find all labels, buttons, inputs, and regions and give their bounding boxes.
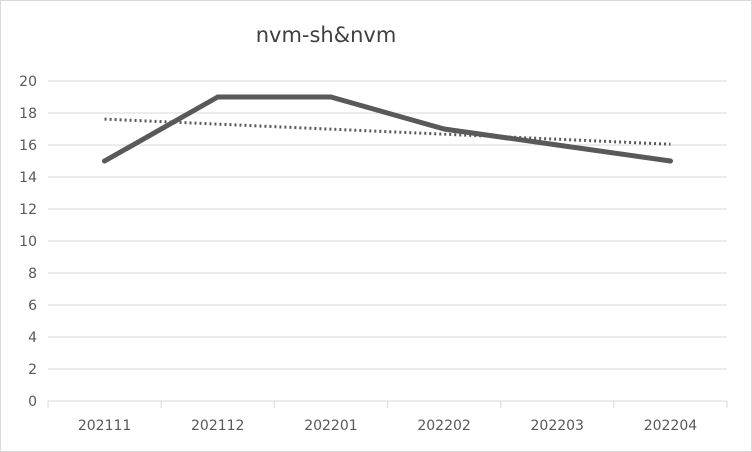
data-point — [554, 142, 560, 148]
data-point — [102, 158, 108, 164]
y-tick-label: 16 — [19, 138, 37, 154]
chart-title: nvm-sh&nvm — [255, 23, 397, 47]
data-point — [441, 126, 447, 132]
data-point — [328, 94, 334, 100]
y-tick-label: 20 — [19, 74, 37, 90]
trendline — [104, 117, 671, 146]
data-point — [667, 158, 673, 164]
y-tick-label: 0 — [28, 394, 37, 410]
x-tick-label: 202111 — [78, 418, 131, 434]
x-tick-label: 202202 — [417, 418, 470, 434]
x-tick-label: 202203 — [531, 418, 584, 434]
x-tick-label: 202204 — [644, 418, 698, 434]
y-tick-label: 8 — [28, 266, 37, 282]
y-tick-label: 2 — [28, 362, 37, 378]
y-tick-label: 18 — [19, 106, 37, 122]
x-tick-label: 202112 — [191, 418, 244, 434]
y-tick-label: 10 — [19, 234, 37, 250]
y-tick-label: 4 — [28, 330, 37, 346]
x-tick-label: 202201 — [304, 418, 357, 434]
y-tick-label: 14 — [19, 170, 37, 186]
y-tick-label: 6 — [28, 298, 37, 314]
y-tick-label: 12 — [19, 202, 37, 218]
series-line — [102, 94, 673, 164]
data-point — [215, 94, 221, 100]
